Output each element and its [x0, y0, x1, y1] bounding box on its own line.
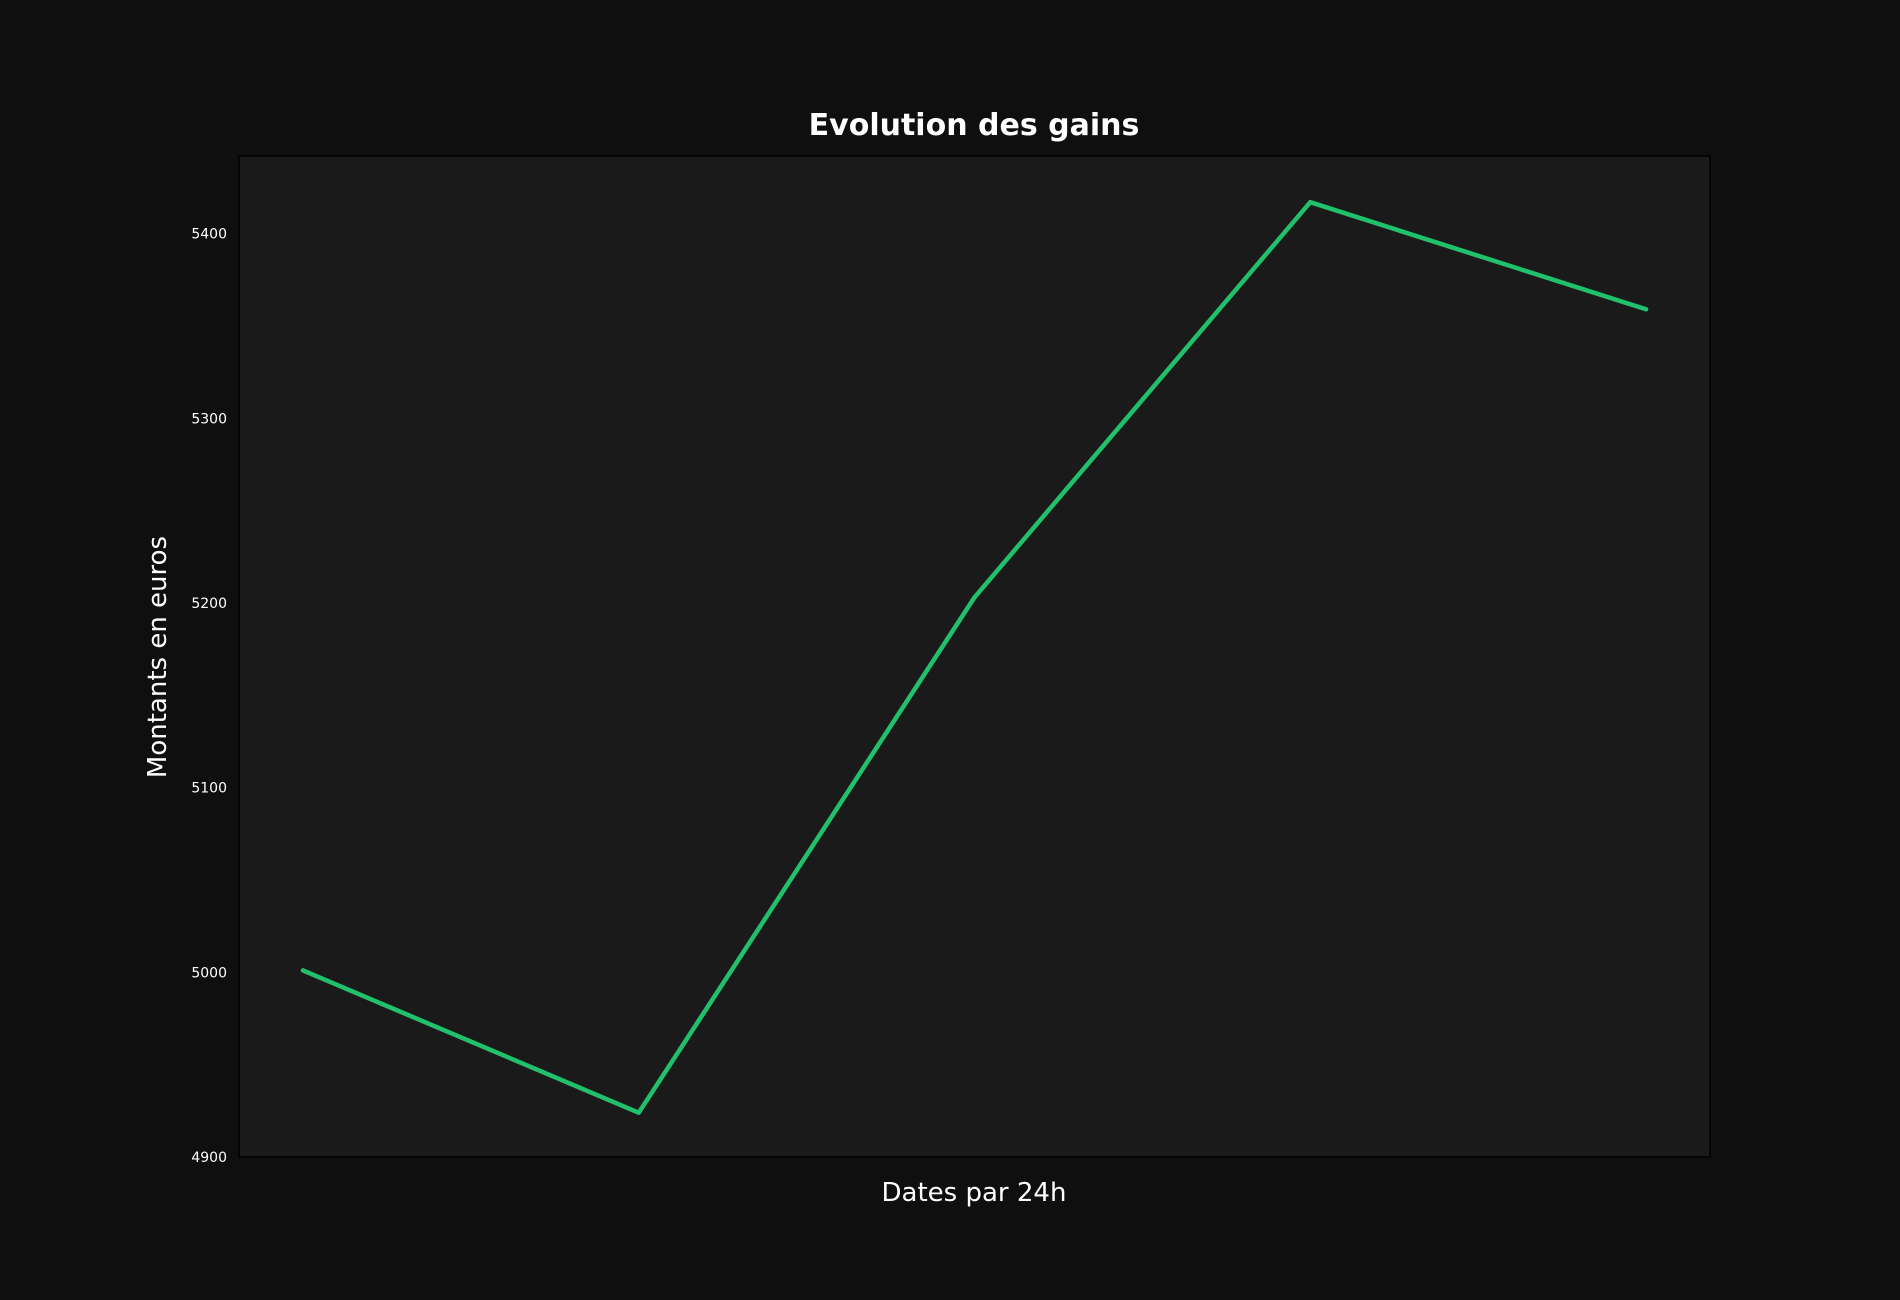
chart-title: Evolution des gains — [809, 108, 1140, 143]
data-point — [972, 595, 977, 600]
plot-area — [238, 155, 1711, 1158]
y-tick-label: 5000 — [191, 965, 227, 981]
series-layer — [300, 199, 1649, 1115]
data-point — [1643, 307, 1649, 312]
y-tick-label: 5400 — [191, 227, 227, 243]
y-tick-label: 5300 — [191, 411, 227, 427]
data-point — [300, 968, 306, 973]
y-tick-label: 4900 — [191, 1150, 227, 1166]
x-axis-label: Dates par 24h — [882, 1178, 1067, 1208]
y-tick-label: 5200 — [191, 596, 227, 612]
data-point — [636, 1110, 641, 1115]
y-axis-ticks: 4900 5000 5100 5200 5300 5400 — [191, 227, 227, 1166]
data-point — [1308, 199, 1313, 205]
y-tick-label: 5100 — [191, 781, 227, 797]
y-axis-label: Montants en euros — [143, 536, 173, 778]
